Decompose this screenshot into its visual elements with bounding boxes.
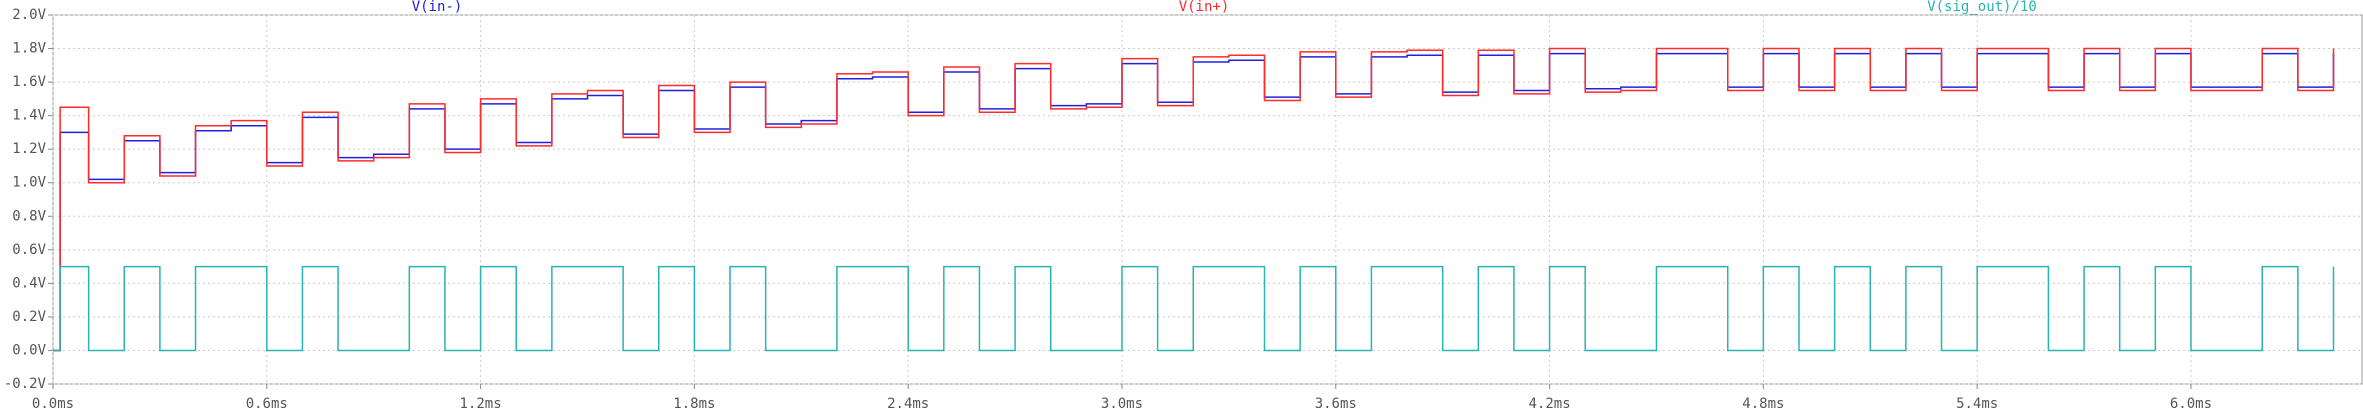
series-line	[53, 265, 2335, 352]
y-tick-label: 1.2V	[12, 141, 46, 157]
x-tick-label: 0.6ms	[246, 396, 288, 412]
plot-frame	[52, 14, 2363, 385]
y-tick-label: 1.4V	[12, 108, 46, 124]
x-tick-label: 3.0ms	[1101, 396, 1143, 412]
y-tick-label: 0.4V	[12, 275, 46, 291]
y-tick-label: 0.8V	[12, 208, 46, 224]
legend-entry: V(in+)	[1179, 0, 1230, 15]
x-tick-label: 1.8ms	[673, 396, 715, 412]
x-tick-label: 2.4ms	[887, 396, 929, 412]
y-tick-label: 1.8V	[12, 41, 46, 57]
series-line	[53, 47, 2335, 352]
legend-entry: V(in-)	[412, 0, 463, 15]
x-tick-label: 0.0ms	[32, 396, 74, 412]
y-tick-label: 1.6V	[12, 74, 46, 90]
y-tick-label: 2.0V	[12, 7, 46, 23]
x-tick-label: 3.6ms	[1315, 396, 1357, 412]
x-tick-label: 6.0ms	[2170, 396, 2212, 412]
y-tick-label: 0.0V	[12, 342, 46, 358]
y-tick-label: 0.2V	[12, 309, 46, 325]
y-tick-label: 0.6V	[12, 242, 46, 258]
x-tick-label: 4.8ms	[1742, 396, 1784, 412]
y-tick-label: -0.2V	[4, 376, 47, 392]
x-tick-label: 1.2ms	[460, 396, 502, 412]
legend-entry: V(sig_out)/10	[1927, 0, 2037, 15]
y-tick-label: 1.0V	[12, 175, 46, 191]
x-tick-label: 4.2ms	[1528, 396, 1570, 412]
x-tick-label: 5.4ms	[1956, 396, 1998, 412]
